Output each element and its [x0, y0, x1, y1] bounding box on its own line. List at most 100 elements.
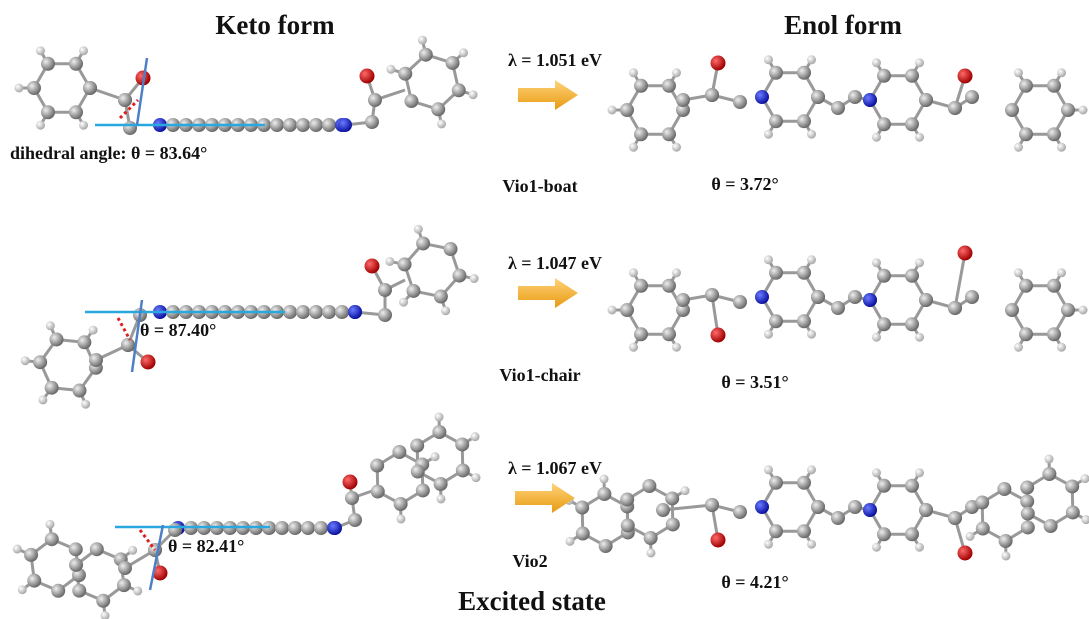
atom — [863, 503, 877, 517]
atom — [915, 468, 924, 477]
atom — [915, 133, 924, 142]
atom — [33, 355, 47, 369]
atom — [455, 437, 469, 451]
atom — [797, 114, 811, 128]
atom — [733, 295, 747, 309]
atom — [848, 500, 862, 514]
atom — [418, 36, 427, 45]
atom — [807, 465, 816, 474]
atom — [345, 491, 359, 505]
atom — [394, 497, 408, 511]
atom — [975, 496, 989, 510]
atom — [948, 301, 962, 315]
atom — [36, 46, 45, 55]
atom — [89, 326, 98, 335]
atom — [948, 511, 962, 525]
bond — [955, 253, 965, 308]
atom — [1057, 68, 1066, 77]
atom — [634, 127, 648, 141]
atom — [769, 314, 783, 328]
atom — [576, 527, 590, 541]
atom — [392, 445, 406, 459]
atom — [1066, 505, 1080, 519]
atom — [1014, 268, 1023, 277]
atom — [1014, 143, 1023, 152]
atom — [398, 67, 412, 81]
atom — [807, 55, 816, 64]
atom — [831, 301, 845, 315]
atom — [919, 93, 933, 107]
atom — [646, 548, 655, 557]
bond — [663, 505, 712, 510]
atom — [456, 463, 470, 477]
atom — [1047, 327, 1061, 341]
atom — [275, 521, 289, 535]
keto-angle: θ = 82.41° — [168, 536, 244, 556]
atom — [905, 117, 919, 131]
atom — [416, 483, 430, 497]
atom — [1020, 481, 1034, 495]
atom — [441, 306, 450, 315]
atom — [69, 57, 83, 71]
atom — [877, 527, 891, 541]
atom — [831, 101, 845, 115]
atom — [79, 121, 88, 130]
atom — [905, 69, 919, 83]
atom — [629, 143, 638, 152]
atom — [811, 500, 825, 514]
atom — [309, 305, 323, 319]
atom — [705, 498, 719, 512]
atom — [24, 548, 38, 562]
atom — [672, 143, 681, 152]
atom — [83, 81, 97, 95]
atom — [797, 66, 811, 80]
atom — [764, 255, 773, 264]
atom — [1061, 103, 1075, 117]
atom — [469, 90, 478, 99]
atom — [863, 93, 877, 107]
atom — [335, 305, 349, 319]
atom — [915, 543, 924, 552]
atom — [118, 93, 132, 107]
atom — [371, 485, 385, 499]
atom — [769, 266, 783, 280]
atom — [965, 290, 979, 304]
arrow — [518, 80, 578, 110]
atom — [676, 93, 690, 107]
atom — [620, 493, 634, 507]
atom — [872, 258, 881, 267]
atom — [634, 279, 648, 293]
atom — [1020, 494, 1034, 508]
structure-name: Vio2 — [512, 551, 547, 571]
atom — [755, 290, 769, 304]
atom — [301, 521, 315, 535]
atom — [905, 527, 919, 541]
atom — [360, 69, 375, 84]
atom — [662, 127, 676, 141]
atom — [662, 279, 676, 293]
atom — [414, 225, 423, 234]
atom — [118, 561, 132, 575]
atom — [419, 48, 433, 62]
atom — [644, 531, 658, 545]
atom — [681, 486, 690, 495]
atom — [863, 293, 877, 307]
atom — [848, 90, 862, 104]
atom — [21, 356, 30, 365]
atom — [168, 523, 182, 537]
atom — [1047, 127, 1061, 141]
atom — [642, 479, 656, 493]
atom — [965, 532, 974, 541]
atom — [41, 105, 55, 119]
atom — [705, 88, 719, 102]
atom — [705, 288, 719, 302]
atom — [1057, 143, 1066, 152]
atom — [629, 68, 638, 77]
atom — [872, 468, 881, 477]
atom — [711, 533, 726, 548]
atom — [807, 330, 816, 339]
enol-angle: θ = 3.72° — [711, 174, 778, 194]
atom — [676, 293, 690, 307]
atom — [338, 118, 352, 132]
atom — [36, 121, 45, 130]
